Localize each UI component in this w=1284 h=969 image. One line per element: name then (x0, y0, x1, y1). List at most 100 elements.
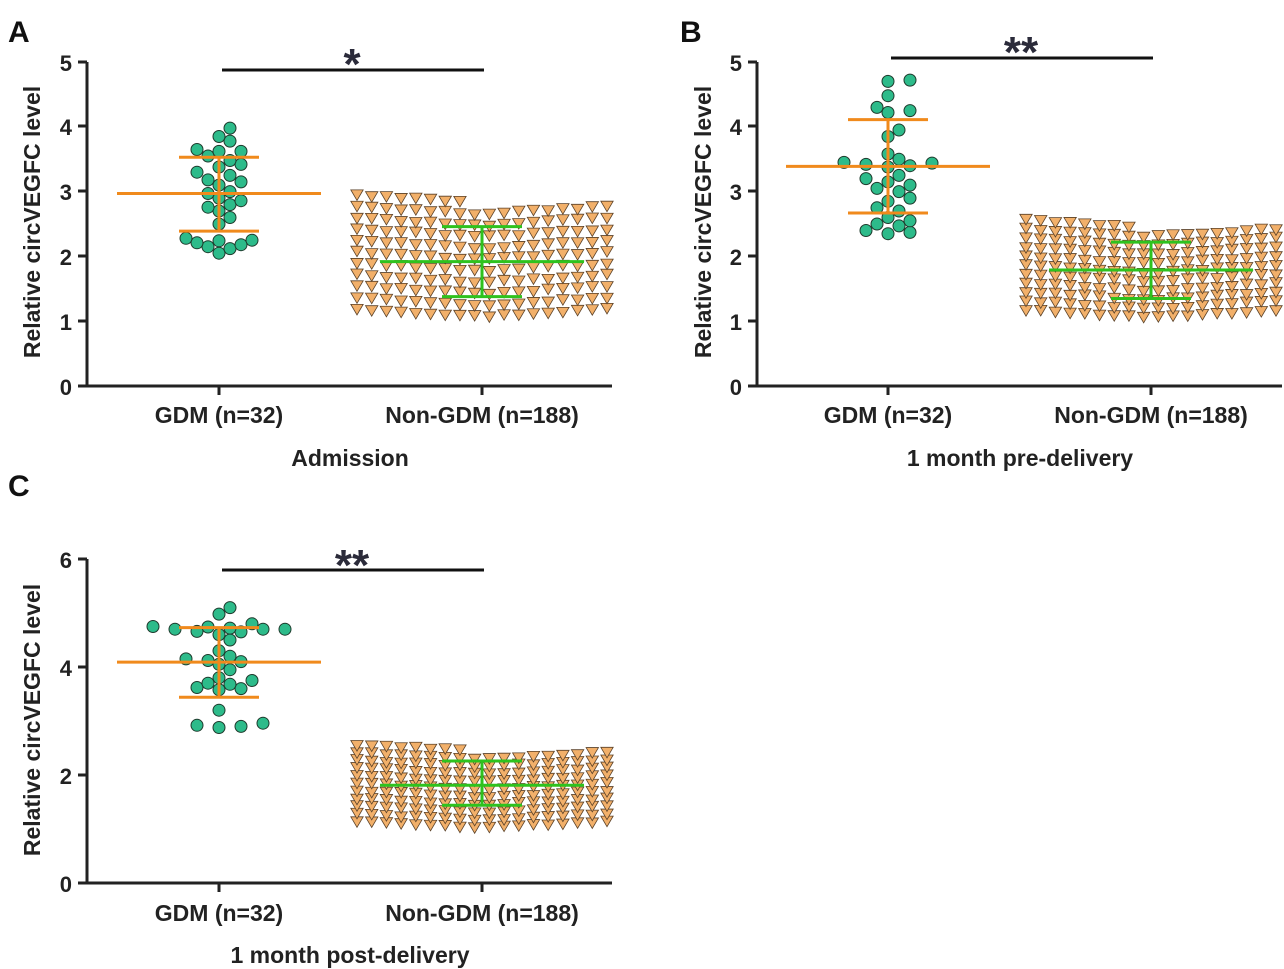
non-gdm-data-point (600, 200, 614, 213)
x-axis-title: 1 month post-delivery (231, 942, 470, 968)
non-gdm-data-point (541, 750, 556, 763)
non-gdm-data-point (555, 749, 570, 762)
non-gdm-data-point (1269, 241, 1283, 254)
non-gdm-data-point (453, 299, 467, 312)
gdm-data-point (223, 633, 237, 647)
non-gdm-data-point (511, 298, 526, 311)
gdm-data-point (212, 246, 226, 260)
non-gdm-data-point (526, 261, 541, 274)
non-gdm-data-point (585, 225, 600, 238)
non-gdm-data-point (555, 203, 570, 215)
gdm-data-point (223, 663, 237, 677)
gdm-data-point (234, 157, 248, 171)
non-gdm-data-point (364, 280, 379, 293)
non-gdm-data-point (467, 209, 482, 222)
gdm-data-point (234, 194, 248, 208)
non-gdm-data-point (497, 286, 511, 299)
non-gdm-data-point (1166, 229, 1180, 242)
y-axis-title: Relative circVEGFC level (19, 584, 45, 856)
non-gdm-data-point (379, 305, 394, 318)
non-gdm-data-point (394, 193, 409, 205)
non-gdm-data-point (600, 212, 614, 225)
non-gdm-data-point (408, 272, 423, 285)
non-gdm-data-point (497, 299, 511, 312)
non-gdm-data-point (1136, 231, 1151, 244)
non-gdm-data-point (1239, 225, 1254, 238)
non-gdm-data-point (438, 195, 453, 208)
non-gdm-data-point (1092, 220, 1107, 232)
non-gdm-data-point (555, 225, 570, 238)
data-points (179, 121, 614, 324)
non-gdm-data-point (453, 229, 467, 242)
non-gdm-data-point (453, 195, 467, 208)
non-gdm-data-point (1224, 308, 1239, 320)
y-tick-label: 3 (60, 180, 72, 205)
gdm-data-point (881, 227, 895, 241)
data-points (837, 73, 1283, 324)
non-gdm-data-point (570, 282, 585, 295)
gdm-data-point (892, 204, 906, 218)
non-gdm-data-point (1107, 219, 1122, 232)
non-gdm-data-point (394, 204, 409, 217)
non-gdm-data-point (1048, 306, 1063, 319)
non-gdm-data-point (570, 271, 585, 284)
non-gdm-data-point (408, 741, 423, 754)
non-gdm-data-point (511, 218, 526, 230)
non-gdm-data-point (570, 213, 585, 226)
non-gdm-data-point (585, 304, 600, 317)
non-gdm-data-point (511, 230, 526, 243)
non-gdm-data-point (555, 294, 570, 307)
non-gdm-data-point (585, 747, 600, 759)
non-gdm-data-point (379, 237, 394, 250)
significance-label: ** (1004, 28, 1039, 77)
non-gdm-data-point (423, 193, 438, 206)
non-gdm-data-point (453, 219, 467, 231)
non-gdm-data-point (408, 250, 423, 262)
non-gdm-data-point (1019, 213, 1033, 226)
non-gdm-data-point (438, 263, 453, 275)
non-gdm-data-point (497, 207, 511, 220)
non-gdm-data-point (1048, 217, 1063, 229)
non-gdm-data-point (511, 263, 526, 276)
non-gdm-data-point (467, 310, 482, 322)
non-gdm-data-point (482, 300, 497, 313)
gdm-data-point (223, 168, 237, 182)
non-gdm-data-point (453, 208, 467, 221)
gdm-data-point (201, 173, 215, 187)
non-gdm-data-point (394, 295, 409, 308)
y-tick-label: 0 (60, 375, 72, 400)
non-gdm-data-point (453, 253, 467, 266)
y-tick: 0 (730, 375, 757, 400)
non-gdm-data-point (350, 303, 364, 316)
non-gdm-data-point (423, 228, 438, 240)
x-tick-label: Non-GDM (n=188) (1054, 402, 1248, 428)
non-gdm-data-point (541, 215, 556, 228)
non-gdm-data-point (423, 239, 438, 251)
non-gdm-data-point (570, 294, 585, 307)
non-gdm-data-point (423, 743, 438, 756)
gdm-data-point (212, 130, 226, 143)
gdm-data-point (223, 211, 237, 224)
x-axis-title: 1 month pre-delivery (907, 445, 1133, 471)
panel-c: C Relative circVEGFC level 0 2 4 6 GDM (… (8, 470, 614, 968)
non-gdm-data-point (408, 308, 423, 320)
y-tick: 4 (730, 115, 757, 140)
gdm-data-point (212, 234, 226, 248)
non-gdm-data-point (1033, 215, 1048, 227)
y-tick-label: 4 (60, 656, 73, 681)
gdm-data-point (201, 676, 215, 690)
non-gdm-data-point (570, 225, 585, 238)
non-gdm-data-point (585, 248, 600, 260)
non-gdm-data-point (570, 203, 585, 216)
panel-label: A (8, 16, 30, 49)
x-tick-label: GDM (n=32) (155, 900, 283, 926)
non-gdm-data-point (600, 302, 614, 315)
non-gdm-data-point (350, 189, 364, 202)
non-gdm-data-point (364, 248, 379, 260)
gdm-data-point (859, 224, 873, 237)
y-ticks: 0 2 4 6 (60, 548, 87, 897)
gdm-data-point (892, 152, 906, 166)
gdm-data-point (223, 121, 237, 135)
non-gdm-data-point (379, 248, 394, 261)
y-tick: 2 (730, 245, 757, 270)
